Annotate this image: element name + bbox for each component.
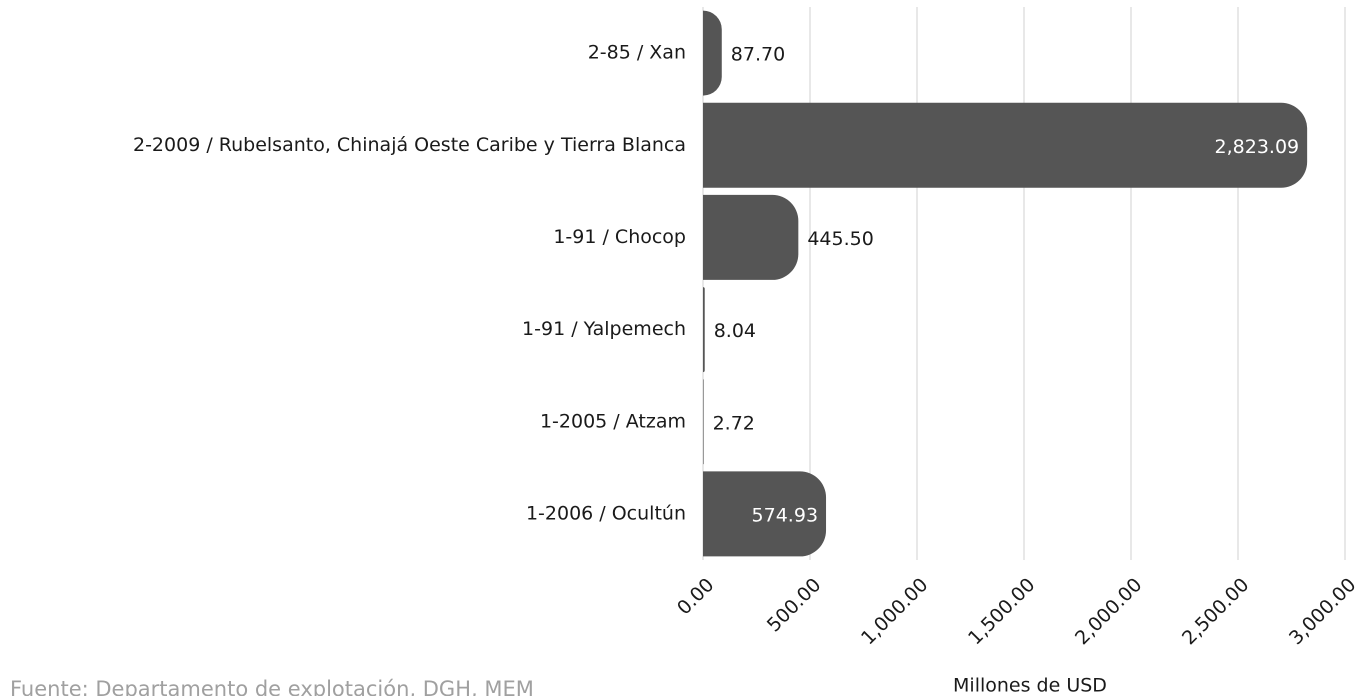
- value-label: 574.93: [752, 504, 818, 526]
- value-label: 2,823.09: [1215, 136, 1300, 158]
- x-tick-label: 1,000.00: [857, 574, 932, 649]
- x-tick-label: 1,500.00: [964, 574, 1039, 649]
- x-tick-label: 2,000.00: [1071, 574, 1146, 649]
- y-tick-label: 1-91 / Chocop: [553, 226, 686, 248]
- x-axis-title: Millones de USD: [953, 675, 1107, 696]
- value-label: 87.70: [731, 44, 785, 66]
- x-tick-label: 2,500.00: [1178, 574, 1253, 649]
- x-tick-label: 0.00: [673, 574, 718, 619]
- value-label: 8.04: [714, 320, 756, 342]
- bar: [703, 471, 827, 557]
- value-label: 2.72: [713, 412, 755, 434]
- bar: [703, 102, 1308, 188]
- y-tick-label: 1-2006 / Ocultún: [526, 502, 686, 524]
- y-tick-label: 1-91 / Yalpemech: [522, 318, 686, 340]
- y-tick-label: 1-2005 / Atzam: [540, 410, 686, 432]
- bar: [703, 287, 705, 373]
- bar: [703, 194, 799, 280]
- bar: [703, 379, 704, 465]
- source-note: Fuente: Departamento de explotación, DGH…: [10, 677, 534, 696]
- x-tick-label: 3,000.00: [1285, 574, 1360, 649]
- y-tick-label: 2-85 / Xan: [588, 42, 686, 64]
- bar: [703, 10, 722, 96]
- x-tick-label: 500.00: [763, 574, 826, 637]
- y-tick-label: 2-2009 / Rubelsanto, Chinajá Oeste Carib…: [133, 134, 686, 156]
- value-label: 445.50: [807, 228, 873, 250]
